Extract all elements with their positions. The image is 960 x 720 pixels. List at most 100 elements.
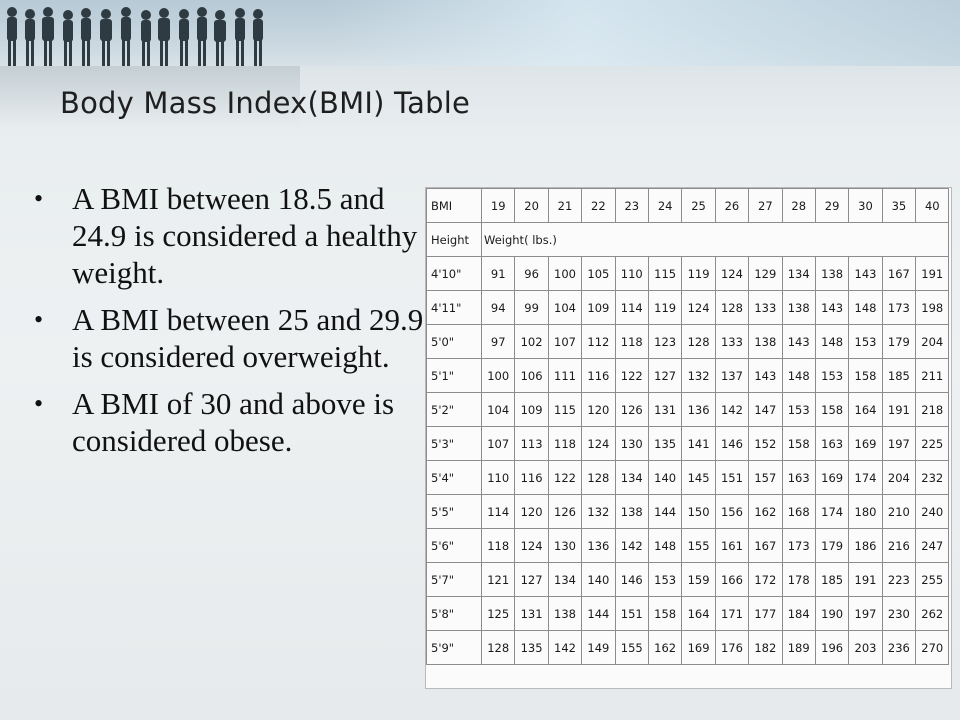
weight-cell: 128 [581, 460, 616, 495]
weight-cell: 191 [915, 256, 950, 291]
weight-cell: 138 [614, 494, 649, 529]
bullet-text: A BMI of 30 and above is considered obes… [72, 386, 395, 458]
weight-cell: 174 [848, 460, 883, 495]
weight-cell: 133 [748, 290, 783, 325]
weight-cell: 176 [714, 630, 750, 665]
weight-cell: 177 [748, 596, 783, 631]
weight-cell: 113 [514, 426, 549, 461]
table-subheader-row: Height Weight( lbs.) [426, 222, 950, 257]
weight-cell: 112 [581, 324, 616, 359]
weight-cell: 133 [714, 324, 750, 359]
table-row: 5'4" 110 116 122 128 134 140 145 151 157 163 169 174… [426, 460, 950, 495]
weight-cell: 167 [881, 256, 917, 291]
banner-glow [330, 0, 960, 66]
weight-cell: 196 [814, 630, 850, 665]
weight-cell: 138 [781, 290, 816, 325]
weight-cell: 97 [480, 324, 516, 359]
weight-cell: 132 [681, 358, 716, 393]
weight-cell: 262 [915, 596, 950, 631]
silhouette-reflection [0, 66, 300, 126]
weight-cell: 169 [814, 460, 850, 495]
bmi-value-header: 22 [581, 188, 616, 223]
bullet-item: • A BMI between 25 and 29.9 is considere… [34, 301, 424, 375]
weight-cell: 191 [881, 392, 917, 427]
weight-cell: 127 [647, 358, 683, 393]
weight-cell: 123 [647, 324, 683, 359]
weight-cell: 138 [547, 596, 583, 631]
weight-cell: 186 [848, 528, 883, 563]
weight-cell: 128 [681, 324, 716, 359]
weight-cell: 110 [614, 256, 649, 291]
bullet-dot-icon: • [34, 389, 44, 418]
weight-cell: 232 [915, 460, 950, 495]
height-cell: 5'7" [426, 562, 482, 597]
weight-cell: 161 [714, 528, 750, 563]
bmi-value-header: 29 [814, 188, 850, 223]
bmi-value-header: 35 [881, 188, 917, 223]
weight-cell: 100 [547, 256, 583, 291]
weight-cell: 173 [781, 528, 816, 563]
weight-cell: 116 [581, 358, 616, 393]
weight-cell: 132 [581, 494, 616, 529]
bmi-table-image: BMI 19 20 21 22 23 24 25 26 27 28 29 30 35 40 Height Wei… [425, 187, 952, 689]
weight-cell: 159 [681, 562, 716, 597]
weight-cell: 128 [714, 290, 750, 325]
bullet-list: • A BMI between 18.5 and 24.9 is conside… [34, 180, 424, 469]
weight-cell: 148 [848, 290, 883, 325]
weight-cell: 203 [848, 630, 883, 665]
bullet-text: A BMI between 25 and 29.9 is considered … [72, 302, 424, 374]
weight-cell: 198 [915, 290, 950, 325]
weight-cell: 138 [748, 324, 783, 359]
weight-cell: 169 [681, 630, 716, 665]
weight-cell: 99 [514, 290, 549, 325]
weight-cell: 144 [647, 494, 683, 529]
weight-cell: 173 [881, 290, 917, 325]
weight-cell: 122 [614, 358, 649, 393]
bmi-value-header: 19 [480, 188, 516, 223]
weight-cell: 140 [647, 460, 683, 495]
weight-cell: 153 [647, 562, 683, 597]
height-cell: 5'3" [426, 426, 482, 461]
weight-cell: 151 [714, 460, 750, 495]
bmi-value-header: 27 [748, 188, 783, 223]
table-row: 5'3" 107 113 118 124 130 135 141 146 152 158 163 169… [426, 426, 950, 461]
weight-cell: 185 [881, 358, 917, 393]
weight-cell: 134 [547, 562, 583, 597]
weight-cell: 129 [748, 256, 783, 291]
weight-cell: 211 [915, 358, 950, 393]
weight-cell: 153 [781, 392, 816, 427]
weight-cell: 230 [881, 596, 917, 631]
bmi-table-body: BMI 19 20 21 22 23 24 25 26 27 28 29 30 35 40 Height Wei… [426, 188, 950, 665]
weight-cell: 191 [848, 562, 883, 597]
people-silhouettes-image [7, 7, 263, 66]
weight-cell: 115 [547, 392, 583, 427]
table-row: 5'1" 100 106 111 116 122 127 132 137 143 148 153 158… [426, 358, 950, 393]
weight-cell: 120 [514, 494, 549, 529]
bmi-table: BMI 19 20 21 22 23 24 25 26 27 28 29 30 35 40 Height Wei… [426, 188, 950, 665]
bmi-value-header: 26 [714, 188, 750, 223]
height-cell: 5'9" [426, 630, 482, 665]
table-row: 5'7" 121 127 134 140 146 153 159 166 172 178 185 191… [426, 562, 950, 597]
weight-cell: 149 [581, 630, 616, 665]
table-row: 5'8" 125 131 138 144 151 158 164 171 177 184 190 197… [426, 596, 950, 631]
weight-cell: 153 [814, 358, 850, 393]
weight-cell: 146 [714, 426, 750, 461]
height-cell: 4'11" [426, 290, 482, 325]
weight-cell: 189 [781, 630, 816, 665]
bmi-value-header: 28 [781, 188, 816, 223]
weight-cell: 106 [514, 358, 549, 393]
weight-cell: 162 [647, 630, 683, 665]
weight-cell: 146 [614, 562, 649, 597]
weight-cell: 236 [881, 630, 917, 665]
weight-cell: 107 [547, 324, 583, 359]
weight-cell: 145 [681, 460, 716, 495]
table-row: 5'5" 114 120 126 132 138 144 150 156 162 168 174 180… [426, 494, 950, 529]
weight-label: Weight( lbs.) [480, 222, 950, 257]
weight-cell: 131 [514, 596, 549, 631]
weight-cell: 223 [881, 562, 917, 597]
weight-cell: 218 [915, 392, 950, 427]
weight-cell: 94 [480, 290, 516, 325]
weight-cell: 143 [848, 256, 883, 291]
weight-cell: 141 [681, 426, 716, 461]
weight-cell: 255 [915, 562, 950, 597]
